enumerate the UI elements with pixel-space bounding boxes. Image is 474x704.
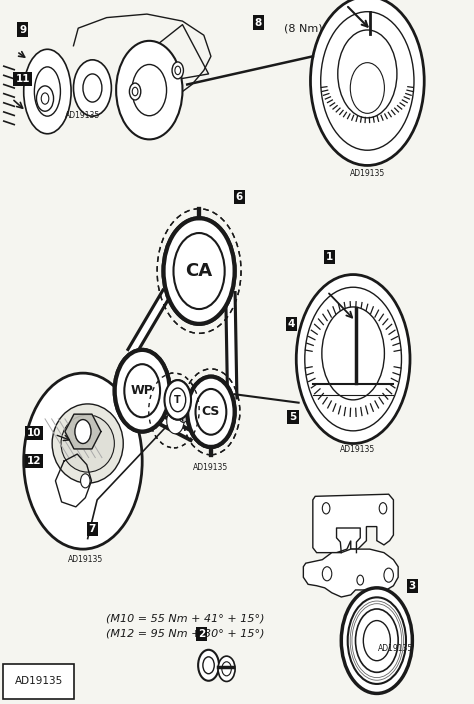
Polygon shape (313, 494, 393, 553)
Circle shape (310, 0, 424, 165)
Text: AD19135: AD19135 (65, 111, 100, 120)
Text: 4: 4 (288, 319, 295, 329)
Circle shape (341, 588, 412, 693)
Text: (M10 = 55 Nm + 41° + 15°): (M10 = 55 Nm + 41° + 15°) (106, 613, 264, 623)
Text: (8 Nm): (8 Nm) (284, 24, 323, 34)
Circle shape (179, 408, 188, 422)
Circle shape (164, 218, 235, 324)
Ellipse shape (35, 67, 61, 116)
Text: AD19135: AD19135 (193, 463, 228, 472)
Circle shape (195, 389, 227, 435)
Polygon shape (303, 549, 398, 598)
Text: CS: CS (202, 406, 220, 418)
Circle shape (348, 597, 406, 684)
Circle shape (129, 83, 141, 100)
Circle shape (24, 373, 142, 549)
Circle shape (305, 287, 401, 431)
Circle shape (170, 388, 186, 412)
Circle shape (173, 233, 225, 309)
Circle shape (164, 380, 191, 420)
Text: CA: CA (185, 262, 213, 280)
Ellipse shape (61, 415, 114, 472)
Text: WP: WP (131, 384, 154, 397)
Circle shape (338, 30, 397, 118)
Text: 3: 3 (409, 581, 416, 591)
Circle shape (81, 474, 90, 488)
Text: CS: CS (202, 406, 220, 418)
Circle shape (124, 364, 160, 417)
Circle shape (195, 389, 227, 435)
Circle shape (132, 87, 138, 96)
Text: 12: 12 (27, 456, 41, 466)
Circle shape (384, 568, 393, 582)
Circle shape (175, 66, 181, 75)
Text: AD19135: AD19135 (378, 644, 413, 653)
Circle shape (296, 275, 410, 444)
Circle shape (164, 380, 191, 420)
Circle shape (173, 233, 225, 309)
Text: 7: 7 (89, 524, 96, 534)
Circle shape (164, 218, 235, 324)
Circle shape (116, 41, 182, 139)
Circle shape (357, 575, 364, 585)
Circle shape (321, 12, 414, 150)
Text: 8: 8 (255, 18, 262, 27)
Text: T: T (174, 395, 181, 405)
Text: 10: 10 (27, 428, 41, 438)
Circle shape (124, 364, 160, 417)
Text: AD19135: AD19135 (350, 169, 385, 178)
Text: AD19135: AD19135 (340, 445, 375, 454)
Circle shape (218, 656, 235, 681)
Text: (M12 = 95 Nm + 30° + 15°): (M12 = 95 Nm + 30° + 15°) (106, 629, 264, 639)
Circle shape (73, 60, 111, 116)
Circle shape (187, 377, 235, 447)
Circle shape (115, 350, 170, 432)
Text: 11: 11 (16, 74, 30, 84)
Polygon shape (65, 414, 101, 449)
Text: CA: CA (185, 262, 213, 280)
Text: T: T (174, 395, 181, 405)
Circle shape (198, 650, 219, 681)
Circle shape (322, 307, 384, 400)
Circle shape (356, 609, 398, 672)
Circle shape (167, 408, 184, 434)
Ellipse shape (24, 49, 71, 134)
Circle shape (172, 62, 183, 79)
Circle shape (83, 74, 102, 102)
Circle shape (115, 350, 170, 432)
Circle shape (203, 657, 214, 674)
Text: 5: 5 (289, 412, 297, 422)
Text: WP: WP (131, 384, 154, 397)
Text: 9: 9 (19, 25, 27, 34)
Ellipse shape (52, 404, 123, 483)
Circle shape (222, 662, 231, 676)
Text: 2: 2 (198, 629, 205, 639)
Text: AD19135: AD19135 (68, 555, 103, 564)
Text: AD19135: AD19135 (15, 677, 63, 686)
Circle shape (41, 93, 49, 104)
FancyBboxPatch shape (3, 664, 74, 699)
Circle shape (132, 65, 166, 115)
Circle shape (75, 420, 91, 444)
Text: 6: 6 (236, 192, 243, 202)
Circle shape (36, 86, 54, 111)
Text: 1: 1 (326, 252, 333, 262)
Circle shape (322, 567, 332, 581)
Circle shape (170, 388, 186, 412)
Circle shape (379, 503, 387, 514)
Circle shape (363, 621, 391, 660)
Circle shape (322, 503, 330, 514)
Circle shape (187, 377, 235, 447)
Circle shape (350, 63, 384, 113)
